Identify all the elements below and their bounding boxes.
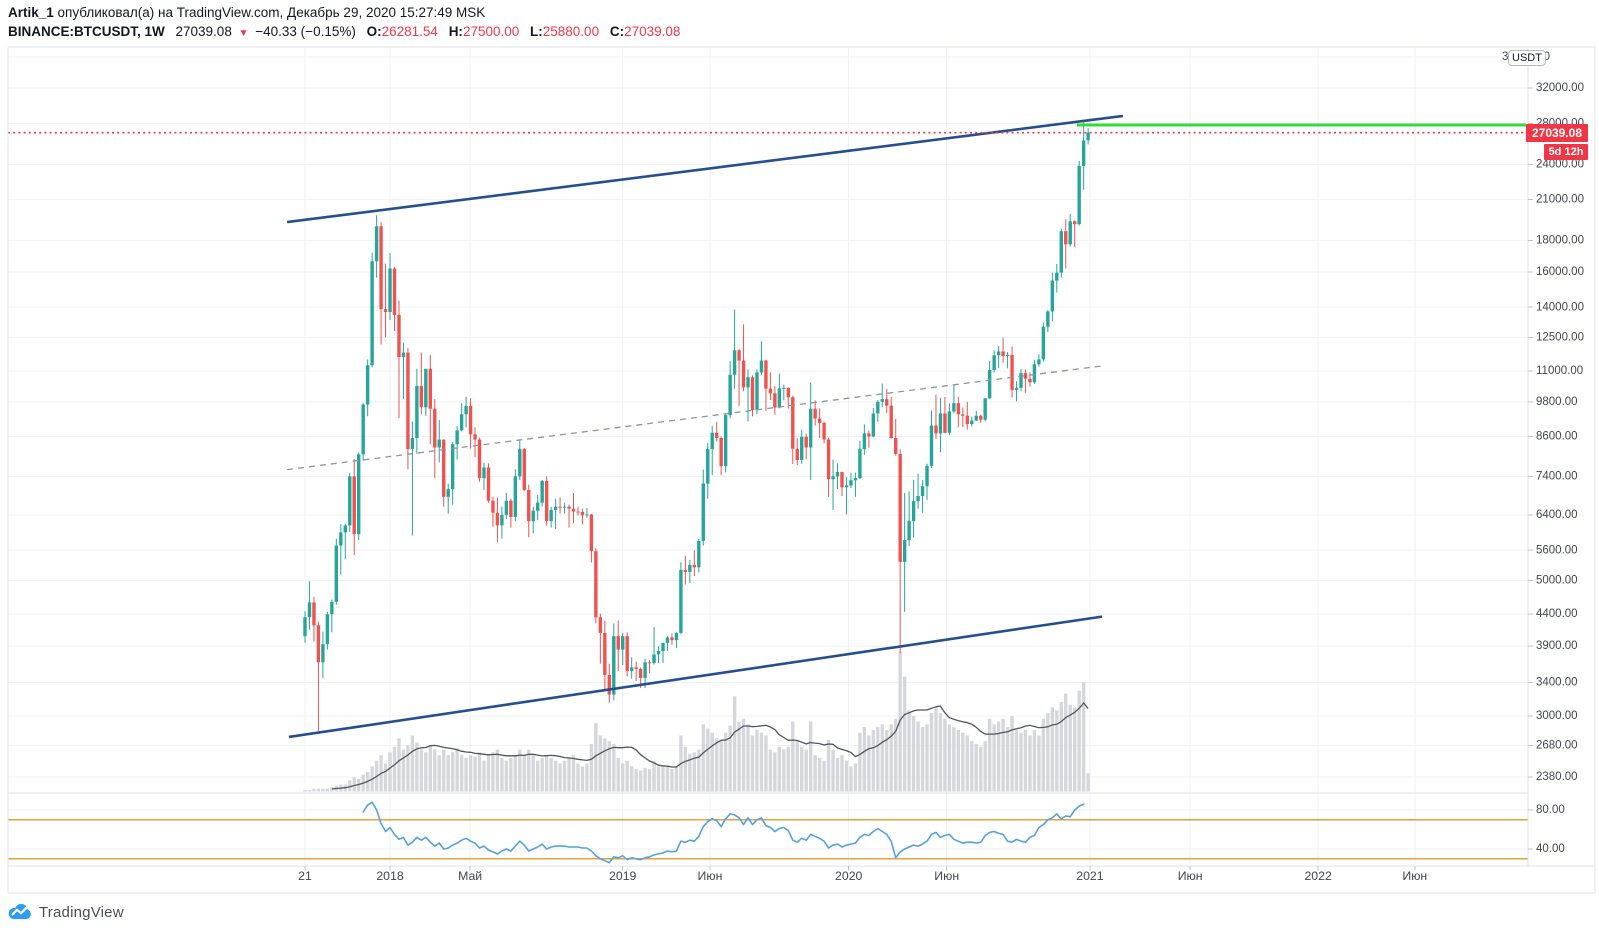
svg-text:24000.00: 24000.00 xyxy=(1536,158,1584,170)
svg-text:Июн: Июн xyxy=(1178,869,1203,883)
open-value: 26281.54 xyxy=(381,24,438,39)
svg-text:Июн: Июн xyxy=(1402,869,1427,883)
svg-text:80.00: 80.00 xyxy=(1536,804,1565,816)
svg-text:3000.00: 3000.00 xyxy=(1536,710,1578,722)
chart-header: Artik_1 опубликовал(а) на TradingView.co… xyxy=(8,4,680,42)
svg-text:11000.00: 11000.00 xyxy=(1536,365,1583,377)
svg-text:Июн: Июн xyxy=(698,869,723,883)
high-label: H: xyxy=(448,24,463,39)
svg-text:Май: Май xyxy=(458,869,482,883)
low-label: L: xyxy=(530,24,543,39)
svg-text:2380.00: 2380.00 xyxy=(1536,771,1578,783)
symbol-status-line: BINANCE:BTCUSDT, 1W 27039.08 ▼ −40.33 (−… xyxy=(8,23,680,42)
high-value: 27500.00 xyxy=(462,24,520,39)
svg-text:3900.00: 3900.00 xyxy=(1536,640,1578,652)
svg-text:2022: 2022 xyxy=(1304,869,1332,883)
svg-text:5600.00: 5600.00 xyxy=(1536,544,1578,556)
svg-text:21: 21 xyxy=(298,869,312,883)
svg-text:8600.00: 8600.00 xyxy=(1536,430,1578,442)
svg-text:6400.00: 6400.00 xyxy=(1536,509,1578,521)
price-change: −40.33 (−0.15%) xyxy=(255,24,356,39)
close-value: 27039.08 xyxy=(624,24,681,39)
down-arrow-icon: ▼ xyxy=(238,28,249,39)
svg-text:12500.00: 12500.00 xyxy=(1536,331,1584,343)
svg-text:40.00: 40.00 xyxy=(1536,843,1565,855)
svg-text:14000.00: 14000.00 xyxy=(1536,301,1584,313)
currency-toggle-button[interactable]: USDT xyxy=(1508,50,1546,66)
current-price-label: 27039.08 xyxy=(1526,124,1588,142)
symbol-title: BINANCE:BTCUSDT, 1W xyxy=(8,24,165,39)
svg-text:5000.00: 5000.00 xyxy=(1536,574,1578,586)
bar-countdown-label: 5d 12h xyxy=(1544,144,1588,160)
close-label: C: xyxy=(609,24,625,39)
svg-text:2018: 2018 xyxy=(376,869,404,883)
svg-text:9800.00: 9800.00 xyxy=(1536,396,1578,408)
svg-text:Июн: Июн xyxy=(934,869,959,883)
svg-text:2021: 2021 xyxy=(1076,869,1104,883)
author-name[interactable]: Artik_1 xyxy=(8,5,54,20)
svg-text:4400.00: 4400.00 xyxy=(1536,608,1578,620)
svg-text:18000.00: 18000.00 xyxy=(1536,235,1584,247)
open-label: O: xyxy=(366,24,382,39)
last-price: 27039.08 xyxy=(175,24,232,39)
tradingview-logo-icon xyxy=(8,903,31,919)
svg-text:32000.00: 32000.00 xyxy=(1536,82,1584,94)
tradingview-logo-text: TradingView xyxy=(39,903,124,921)
svg-text:21000.00: 21000.00 xyxy=(1536,194,1584,206)
tradingview-attribution[interactable]: TradingView xyxy=(7,901,124,923)
published-text: опубликовал(а) на TradingView.com, Декаб… xyxy=(57,5,486,20)
svg-text:7400.00: 7400.00 xyxy=(1536,470,1578,482)
svg-text:3400.00: 3400.00 xyxy=(1536,677,1578,689)
low-value: 25880.00 xyxy=(542,24,600,39)
svg-text:2019: 2019 xyxy=(609,869,637,883)
publish-info-line: Artik_1 опубликовал(а) на TradingView.co… xyxy=(8,4,680,21)
svg-text:2680.00: 2680.00 xyxy=(1536,740,1578,752)
svg-text:2020: 2020 xyxy=(835,869,863,883)
svg-text:16000.00: 16000.00 xyxy=(1536,266,1584,278)
